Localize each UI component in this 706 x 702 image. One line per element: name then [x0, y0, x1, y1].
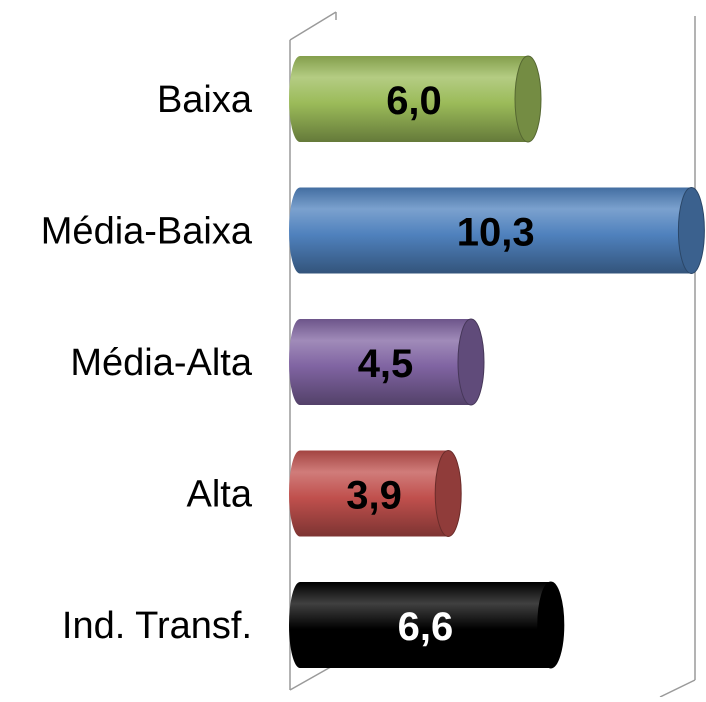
category-label: Alta [187, 474, 253, 516]
bar [300, 187, 692, 274]
bar-base-cap [289, 582, 311, 668]
bar [300, 582, 551, 668]
bar-group: 10,3 [289, 187, 705, 274]
bar-base-cap [289, 187, 311, 274]
data-label: 4,5 [358, 342, 414, 386]
bar [300, 450, 449, 537]
category-labels-group: Baixa Média-Baixa Média-Alta Alta Ind. Trans… [41, 79, 253, 647]
bar-group: 6,6 [289, 581, 565, 669]
data-label: 6,0 [386, 79, 442, 123]
bar-end-cap [434, 450, 462, 537]
frame-bottom-left-edge [289, 663, 337, 691]
bar-base-cap [289, 319, 311, 405]
category-label: Ind. Transf. [62, 605, 252, 647]
bar-group: 3,9 [289, 450, 462, 537]
bar-end-cap [457, 318, 485, 406]
category-label: Média-Alta [70, 342, 252, 384]
bars-group: 6,0 10,3 4,5 3,9 6,6 [289, 55, 705, 669]
bar-group: 6,0 [289, 55, 542, 143]
category-label: Média-Baixa [41, 211, 253, 253]
data-label: 10,3 [457, 211, 535, 255]
bar-group: 4,5 [289, 318, 485, 406]
bar-end-cap [514, 55, 542, 143]
frame-top-left-edge [289, 11, 337, 41]
bar [300, 319, 471, 405]
frame-bottom-right-edge [659, 679, 696, 698]
bar-base-cap [289, 56, 311, 142]
bar-end-cap [677, 187, 705, 274]
data-label: 3,9 [346, 474, 402, 518]
bar-end-cap [537, 581, 565, 669]
data-label: 6,6 [398, 605, 454, 649]
category-label: Baixa [157, 79, 253, 121]
bar [300, 56, 528, 142]
bar-base-cap [289, 450, 311, 537]
